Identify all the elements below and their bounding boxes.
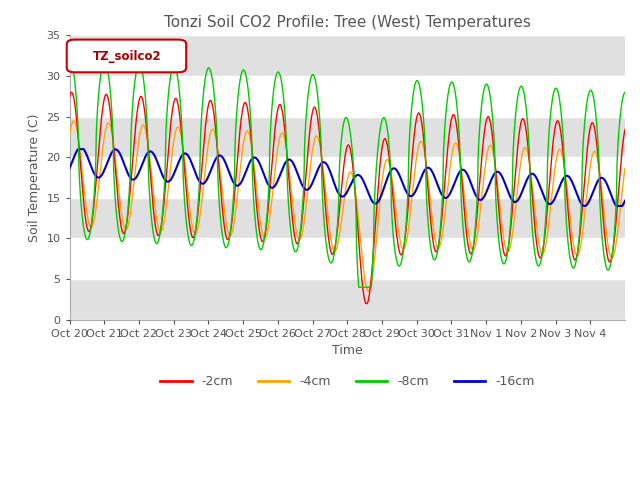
Legend: -2cm, -4cm, -8cm, -16cm: -2cm, -4cm, -8cm, -16cm: [156, 370, 540, 393]
Title: Tonzi Soil CO2 Profile: Tree (West) Temperatures: Tonzi Soil CO2 Profile: Tree (West) Temp…: [164, 15, 531, 30]
Bar: [70, 279, 625, 320]
Bar: [70, 117, 625, 157]
FancyBboxPatch shape: [67, 39, 186, 72]
Bar: [70, 36, 625, 76]
Bar: [70, 198, 625, 239]
Text: TZ_soilco2: TZ_soilco2: [92, 49, 161, 62]
X-axis label: Time: Time: [332, 344, 363, 357]
Y-axis label: Soil Temperature (C): Soil Temperature (C): [28, 113, 41, 242]
